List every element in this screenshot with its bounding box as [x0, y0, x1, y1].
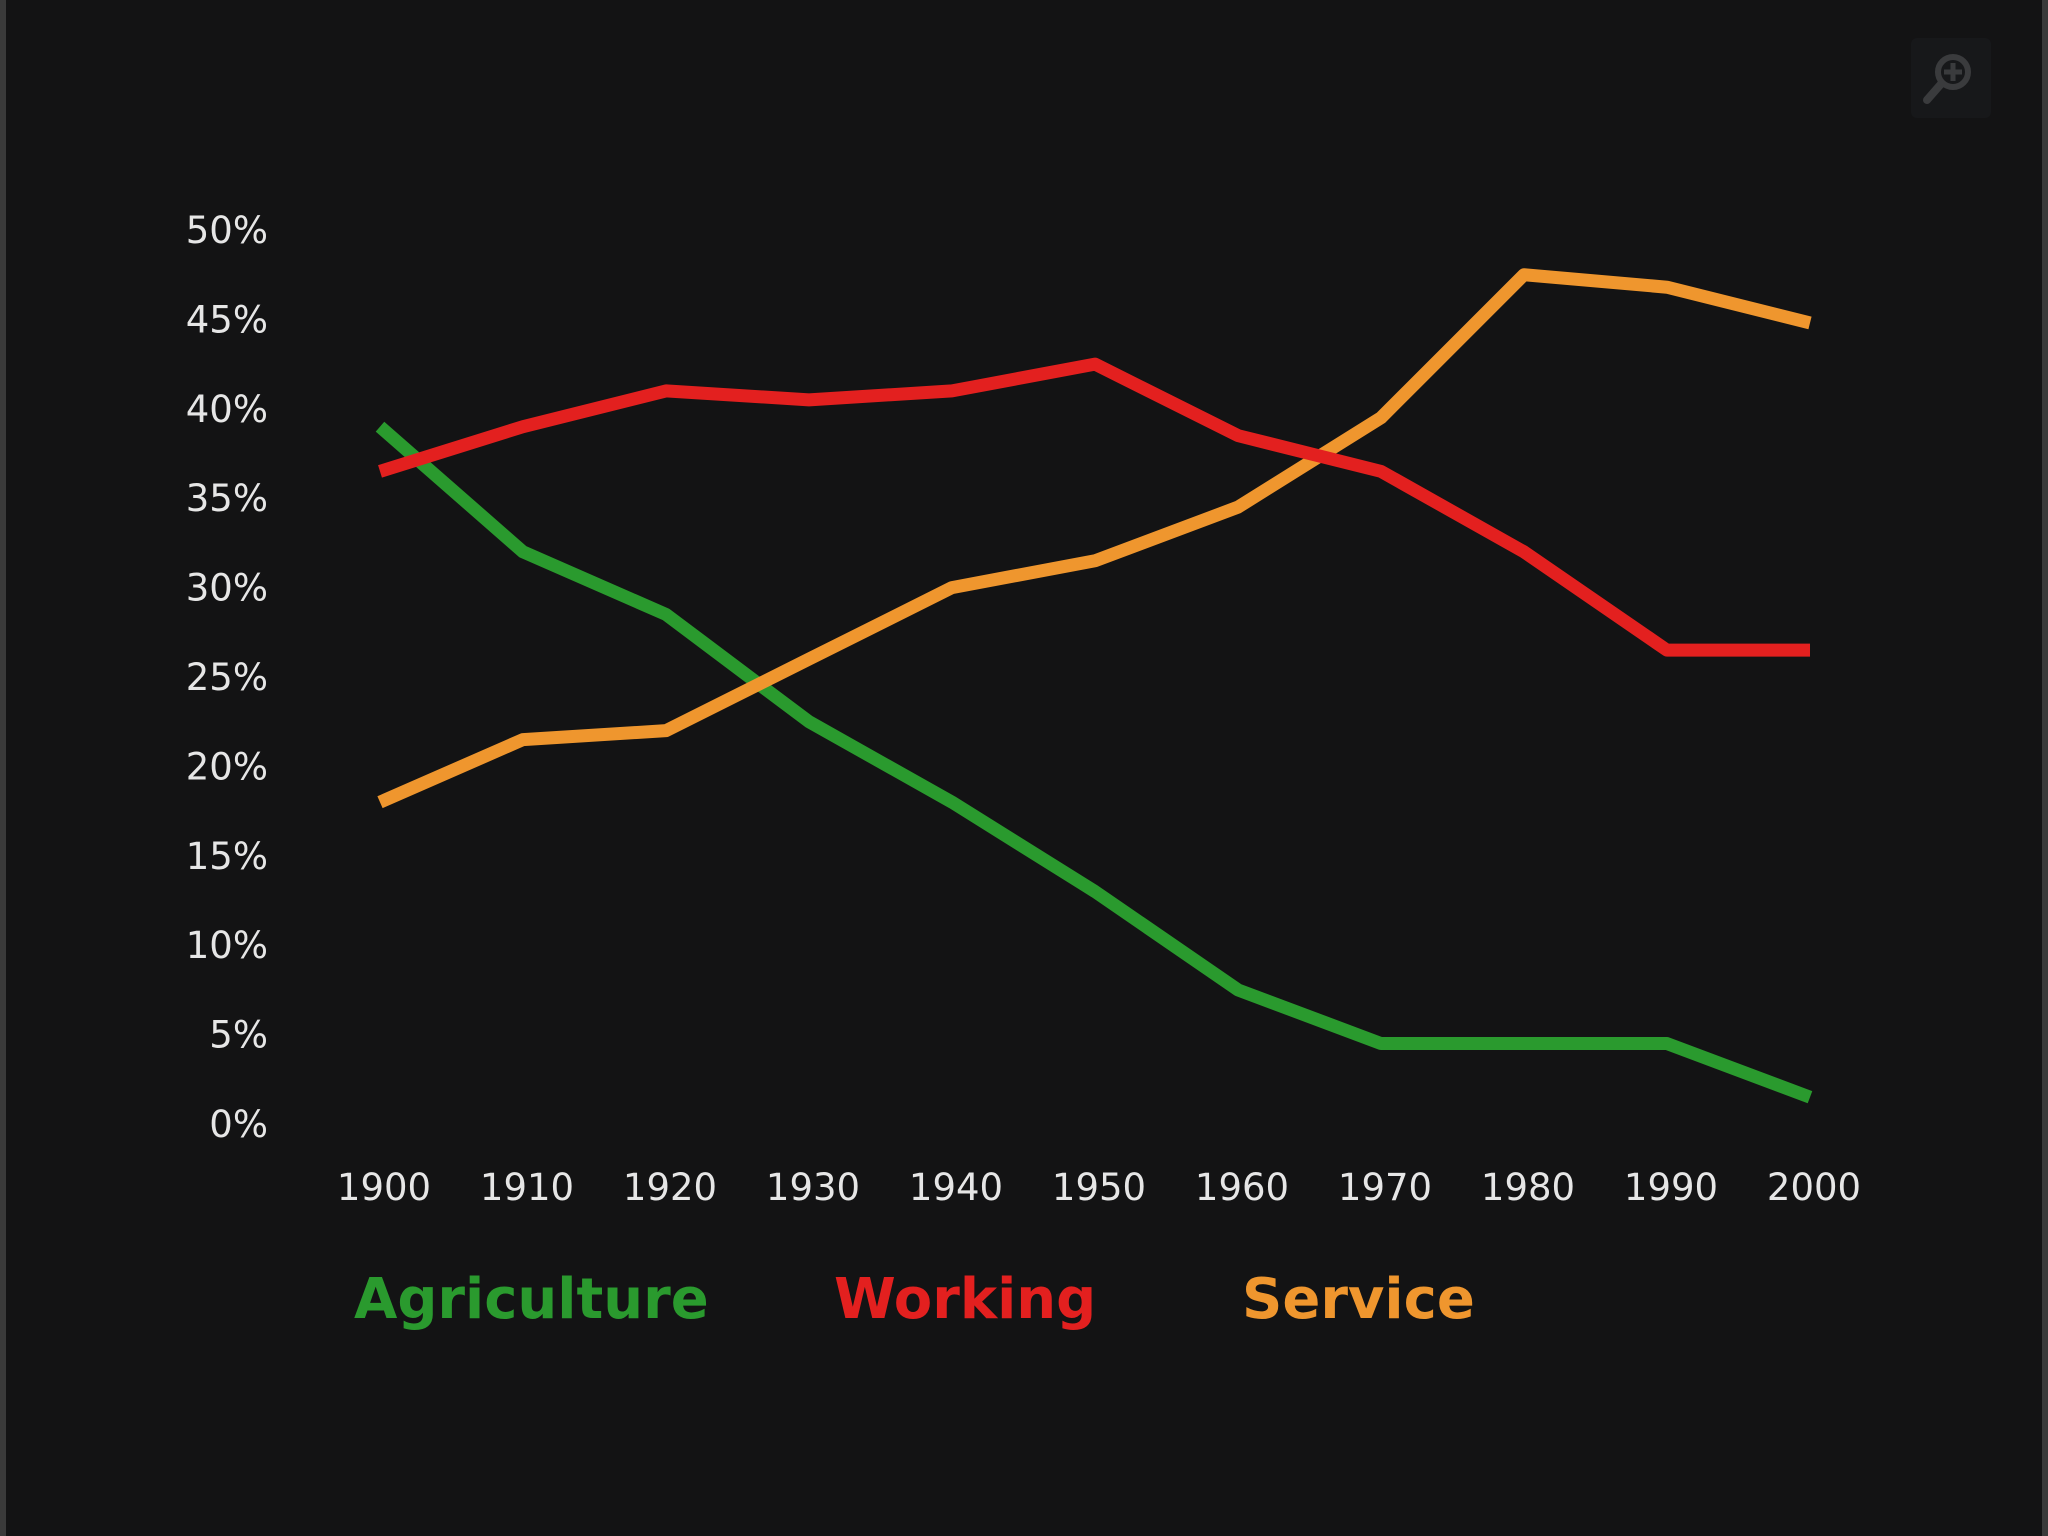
- y-tick-label: 30%: [186, 567, 268, 610]
- x-tick-label: 1940: [909, 1166, 1003, 1209]
- zoom-button[interactable]: [1911, 38, 1991, 118]
- x-tick-label: 1980: [1481, 1166, 1575, 1209]
- legend-item-agriculture: Agriculture: [354, 1267, 709, 1332]
- y-tick-label: 25%: [186, 656, 268, 699]
- x-tick-label: 1950: [1052, 1166, 1146, 1209]
- series-lines: [375, 268, 1813, 1104]
- x-tick-label: 2000: [1767, 1166, 1861, 1209]
- x-tick-label: 1960: [1195, 1166, 1289, 1209]
- x-tick-label: 1910: [480, 1166, 574, 1209]
- x-tick-label: 1930: [766, 1166, 860, 1209]
- y-tick-label: 40%: [186, 388, 268, 431]
- y-tick-label: 45%: [186, 298, 268, 341]
- x-tick-label: 1970: [1338, 1166, 1432, 1209]
- y-tick-label: 5%: [209, 1014, 268, 1057]
- chart-frame: 0% 5% 10% 15% 20% 25% 30% 35% 40% 45% 50% 1900 1910…: [6, 0, 2042, 1536]
- y-tick-label: 50%: [186, 209, 268, 252]
- x-tick-label: 1920: [623, 1166, 717, 1209]
- y-tick-label: 0%: [209, 1103, 268, 1146]
- y-tick-label: 10%: [186, 924, 268, 967]
- line-chart: 0% 5% 10% 15% 20% 25% 30% 35% 40% 45% 50% 1900 1910…: [186, 209, 1861, 1332]
- legend-item-working: Working: [834, 1267, 1096, 1332]
- y-axis-tick-labels: 0% 5% 10% 15% 20% 25% 30% 35% 40% 45% 50%: [186, 209, 268, 1146]
- zoom-in-icon: [1923, 54, 1971, 104]
- x-axis-tick-labels: 1900 1910 1920 1930 1940 1950 1960 1970 1980 1990…: [337, 1166, 1861, 1209]
- y-tick-label: 15%: [186, 835, 268, 878]
- x-tick-label: 1990: [1624, 1166, 1718, 1209]
- series-line-working: [378, 357, 1810, 657]
- legend: Agriculture Working Service: [354, 1267, 1475, 1332]
- y-tick-label: 35%: [186, 477, 268, 520]
- legend-item-service: Service: [1242, 1267, 1475, 1332]
- series-line-agriculture: [375, 421, 1813, 1104]
- x-tick-label: 1900: [337, 1166, 431, 1209]
- y-tick-label: 20%: [186, 745, 268, 788]
- series-line-service: [377, 268, 1812, 809]
